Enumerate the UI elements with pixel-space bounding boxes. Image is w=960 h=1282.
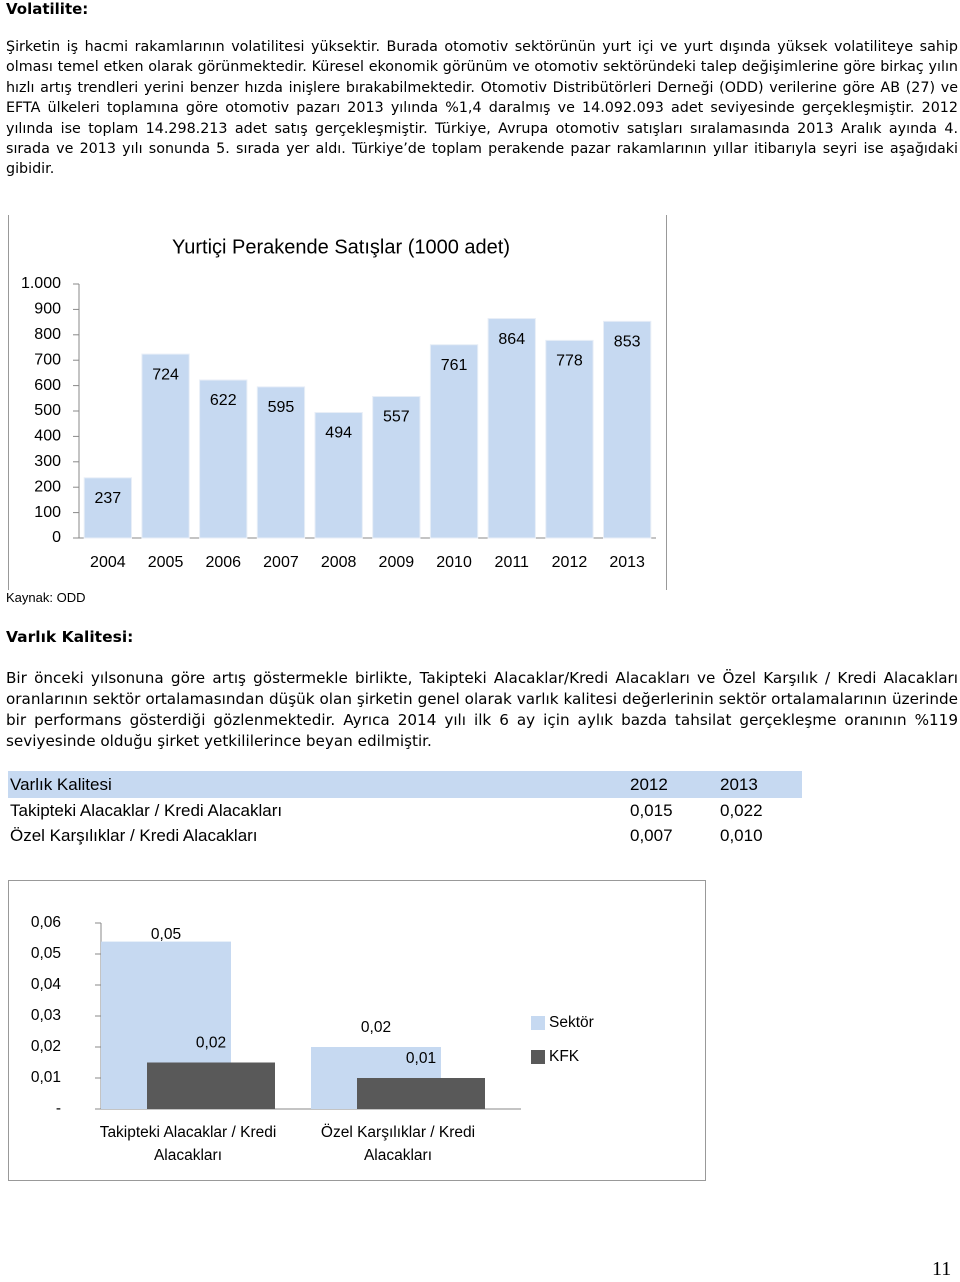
data-label: 864 — [498, 331, 525, 348]
bar — [199, 379, 248, 539]
bar — [372, 396, 421, 539]
y-tick-label: 600 — [34, 377, 61, 394]
y-tick-label: 0,03 — [31, 1007, 61, 1024]
y-tick-label: 0 — [52, 529, 61, 546]
y-tick-label: 400 — [34, 428, 61, 445]
data-label: 761 — [441, 357, 468, 374]
y-tick-label: - — [56, 1100, 61, 1117]
data-label: 853 — [614, 334, 641, 351]
legend-swatch — [531, 1050, 545, 1064]
data-label: 0,02 — [361, 1019, 391, 1036]
bar — [314, 412, 363, 539]
table-header: Varlık Kalitesi 2012 2013 — [8, 771, 802, 798]
cell: Takipteki Alacaklar / Kredi Alacakları — [10, 800, 283, 820]
table-row: Özel Karşılıklar / Kredi Alacakları 0,00… — [8, 823, 802, 848]
bar — [83, 477, 133, 539]
x-tick-label: 2005 — [148, 554, 184, 571]
asset-quality-chart: - 0,01 0,02 0,03 0,04 0,05 0,06 0,05 0,02 Sektör 0… — [8, 880, 706, 1181]
table-row: Takipteki Alacaklar / Kredi Alacakları 0… — [8, 798, 802, 823]
y-tick-label: 700 — [34, 351, 61, 368]
y-tick-label: 0,04 — [31, 976, 62, 993]
bar — [429, 344, 479, 539]
header-cell: Varlık Kalitesi — [8, 771, 628, 798]
bar — [141, 353, 190, 539]
y-tick-label: 200 — [34, 478, 61, 495]
cell: 0,022 — [720, 800, 763, 820]
cell: 0,015 — [630, 800, 673, 820]
data-label: 0,02 — [196, 1035, 226, 1052]
data-label: 494 — [325, 425, 352, 442]
data-label: 724 — [152, 366, 179, 383]
x-tick-label: 2004 — [90, 554, 126, 571]
x-tick-label: Özel Karşılıklar / Kredi Alacakları — [320, 1124, 476, 1164]
y-tick-label: 900 — [34, 301, 61, 318]
y-tick-label: 0,05 — [31, 945, 61, 962]
bar — [357, 1078, 485, 1109]
cell: 0,010 — [720, 825, 763, 845]
data-label: 0,05 — [151, 926, 181, 943]
data-label: 557 — [383, 409, 410, 426]
x-tick-label: 2012 — [552, 554, 588, 571]
x-tick-label: 2010 — [436, 554, 472, 571]
cell: 0,007 — [630, 825, 673, 845]
header-cell: 2012 — [628, 771, 718, 798]
x-tick-label: 2011 — [495, 554, 530, 571]
paragraph: Bir önceki yılsonuna göre artış gösterme… — [6, 669, 958, 750]
asset-quality-table: Varlık Kalitesi 2012 2013 Takipteki Alac… — [8, 771, 802, 848]
y-tick-label: 0,02 — [31, 1038, 61, 1055]
y-tick-label: 0,06 — [31, 914, 61, 931]
data-label: 622 — [210, 392, 237, 409]
chart-svg: - 0,01 0,02 0,03 0,04 0,05 0,06 0,05 0,02 Sektör 0… — [31, 914, 594, 1117]
bar — [545, 339, 594, 539]
heading: Varlık Kalitesi: — [6, 628, 134, 646]
heading: Volatilite: — [6, 0, 89, 18]
cell: Özel Karşılıklar / Kredi Alacakları — [10, 825, 258, 845]
legend-label: KFK — [549, 1048, 580, 1065]
x-tick-label: 2007 — [263, 554, 299, 571]
bar — [487, 318, 536, 539]
chart-svg: Yurtiçi Perakende Satışlar (1000 adet) 0… — [21, 236, 656, 571]
x-tick-label: 2008 — [321, 554, 357, 571]
data-label: 0,01 — [406, 1050, 436, 1067]
bar — [602, 320, 652, 539]
y-tick-label: 800 — [34, 326, 61, 343]
y-tick-label: 1.000 — [21, 275, 61, 292]
paragraph: Şirketin iş hacmi rakamlarının volatilit… — [6, 39, 958, 178]
x-tick-label: Takipteki Alacaklar / Kredi Alacakları — [99, 1124, 277, 1164]
legend-swatch — [531, 1016, 545, 1030]
header-cell: 2013 — [718, 771, 802, 798]
x-tick-label: 2006 — [205, 554, 241, 571]
y-tick-label: 100 — [34, 504, 61, 521]
page-number: 11 — [932, 1258, 952, 1280]
data-label: 778 — [556, 353, 583, 370]
legend-label: Sektör — [549, 1014, 594, 1031]
y-tick-label: 500 — [34, 402, 61, 419]
y-tick-label: 300 — [34, 453, 61, 470]
y-tick-label: 0,01 — [31, 1069, 61, 1086]
x-tick-label: 2013 — [609, 554, 645, 571]
chart-title: Yurtiçi Perakende Satışlar (1000 adet) — [172, 236, 510, 258]
sales-chart: Yurtiçi Perakende Satışlar (1000 adet) 0… — [8, 215, 667, 590]
bar — [256, 386, 306, 539]
x-tick-label: 2009 — [379, 554, 415, 571]
bar — [147, 1062, 275, 1109]
data-label: 595 — [268, 399, 295, 416]
source-note: Kaynak: ODD — [6, 590, 86, 605]
data-label: 237 — [94, 490, 121, 507]
